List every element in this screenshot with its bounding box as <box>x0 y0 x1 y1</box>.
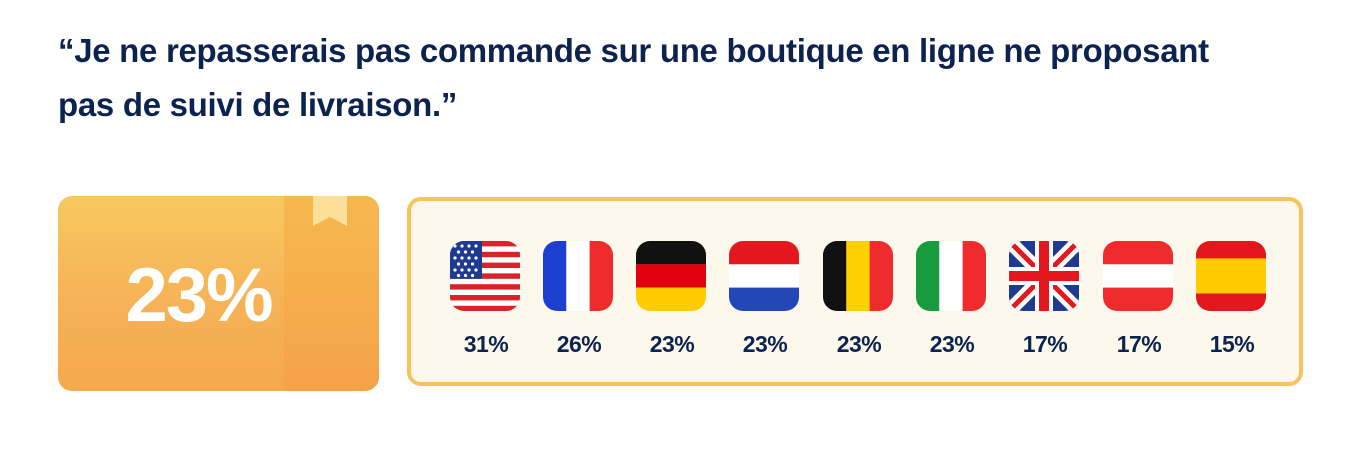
quote-title: “Je ne repasserais pas commande sur une … <box>58 32 1209 123</box>
belgium-flag-icon <box>823 241 893 311</box>
austria-flag-icon <box>1103 241 1173 311</box>
country-item: 23% <box>916 241 988 358</box>
country-item: 23% <box>823 241 895 358</box>
bookmark-icon <box>313 196 347 226</box>
country-item: 17% <box>1103 241 1175 358</box>
country-panel: 31% 26% 23% 23% 23% <box>407 197 1303 386</box>
country-value: 23% <box>742 331 788 357</box>
country-item: 15% <box>1196 241 1268 358</box>
country-value: 17% <box>1116 331 1162 357</box>
country-value: 31% <box>463 331 509 357</box>
usa-flag-icon <box>450 241 520 311</box>
country-item: 31% <box>450 241 522 358</box>
country-value: 17% <box>1022 331 1068 357</box>
country-item: 26% <box>543 241 615 358</box>
country-item: 23% <box>636 241 708 358</box>
spain-flag-icon <box>1196 241 1266 311</box>
country-item: 23% <box>729 241 801 358</box>
box-flap <box>284 196 379 391</box>
overall-stat-box: 23% <box>58 196 379 391</box>
country-value: 23% <box>929 331 975 357</box>
country-value: 26% <box>556 331 602 357</box>
country-value: 15% <box>1209 331 1255 357</box>
italy-flag-icon <box>916 241 986 311</box>
country-item: 17% <box>1009 241 1081 358</box>
uk-flag-icon <box>1009 241 1079 311</box>
netherlands-flag-icon <box>729 241 799 311</box>
france-flag-icon <box>543 241 613 311</box>
country-value: 23% <box>649 331 695 357</box>
germany-flag-icon <box>636 241 706 311</box>
overall-value: 23% <box>125 253 273 338</box>
country-value: 23% <box>836 331 882 357</box>
